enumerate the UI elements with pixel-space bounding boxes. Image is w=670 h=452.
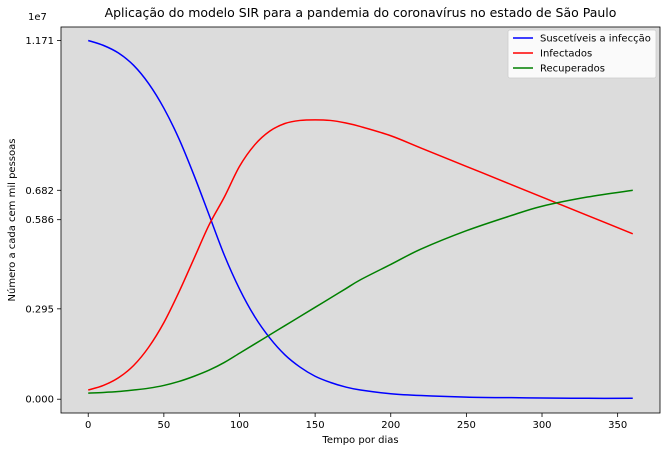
chart-title: Aplicação do modelo SIR para a pandemia … (105, 5, 617, 20)
y-tick-label: 0.682 (25, 186, 54, 197)
x-tick-label: 50 (157, 420, 170, 431)
legend-box (507, 29, 657, 79)
legend: Suscetíveis a infecção Infectados Recupera… (507, 29, 657, 79)
y-axis-label: Número a cada cem mil pessoas (6, 139, 18, 302)
x-tick-label: 100 (230, 420, 249, 431)
x-tick-label: 350 (608, 420, 627, 431)
series-line-2 (88, 189, 633, 394)
y-tick-label: 0.295 (25, 304, 54, 315)
y-offset-label: 1e7 (28, 12, 47, 23)
x-axis-label: Tempo por dias (321, 435, 398, 446)
series-layer (87, 39, 634, 400)
x-tick-label: 200 (381, 420, 400, 431)
y-tick-label: 0.586 (25, 215, 54, 226)
x-tick-label: 300 (532, 420, 551, 431)
series-line-1 (88, 119, 634, 391)
legend-entry-label: Recuperados (540, 64, 605, 75)
series-line-0 (87, 39, 633, 400)
ticks-layer: 0 50 100 150 200 250 300 350 0.000 0.295 0.586 0.68… (25, 36, 627, 431)
x-tick-label: 150 (306, 420, 325, 431)
legend-entry-label: Suscetíveis a infecção (540, 33, 651, 45)
y-tick-label: 1.171 (25, 36, 54, 47)
legend-entry-label: Infectados (540, 49, 592, 60)
plot-background (61, 27, 660, 413)
x-tick-label: 0 (85, 420, 91, 431)
y-tick-label: 0.000 (25, 395, 54, 406)
x-tick-label: 250 (457, 420, 476, 431)
